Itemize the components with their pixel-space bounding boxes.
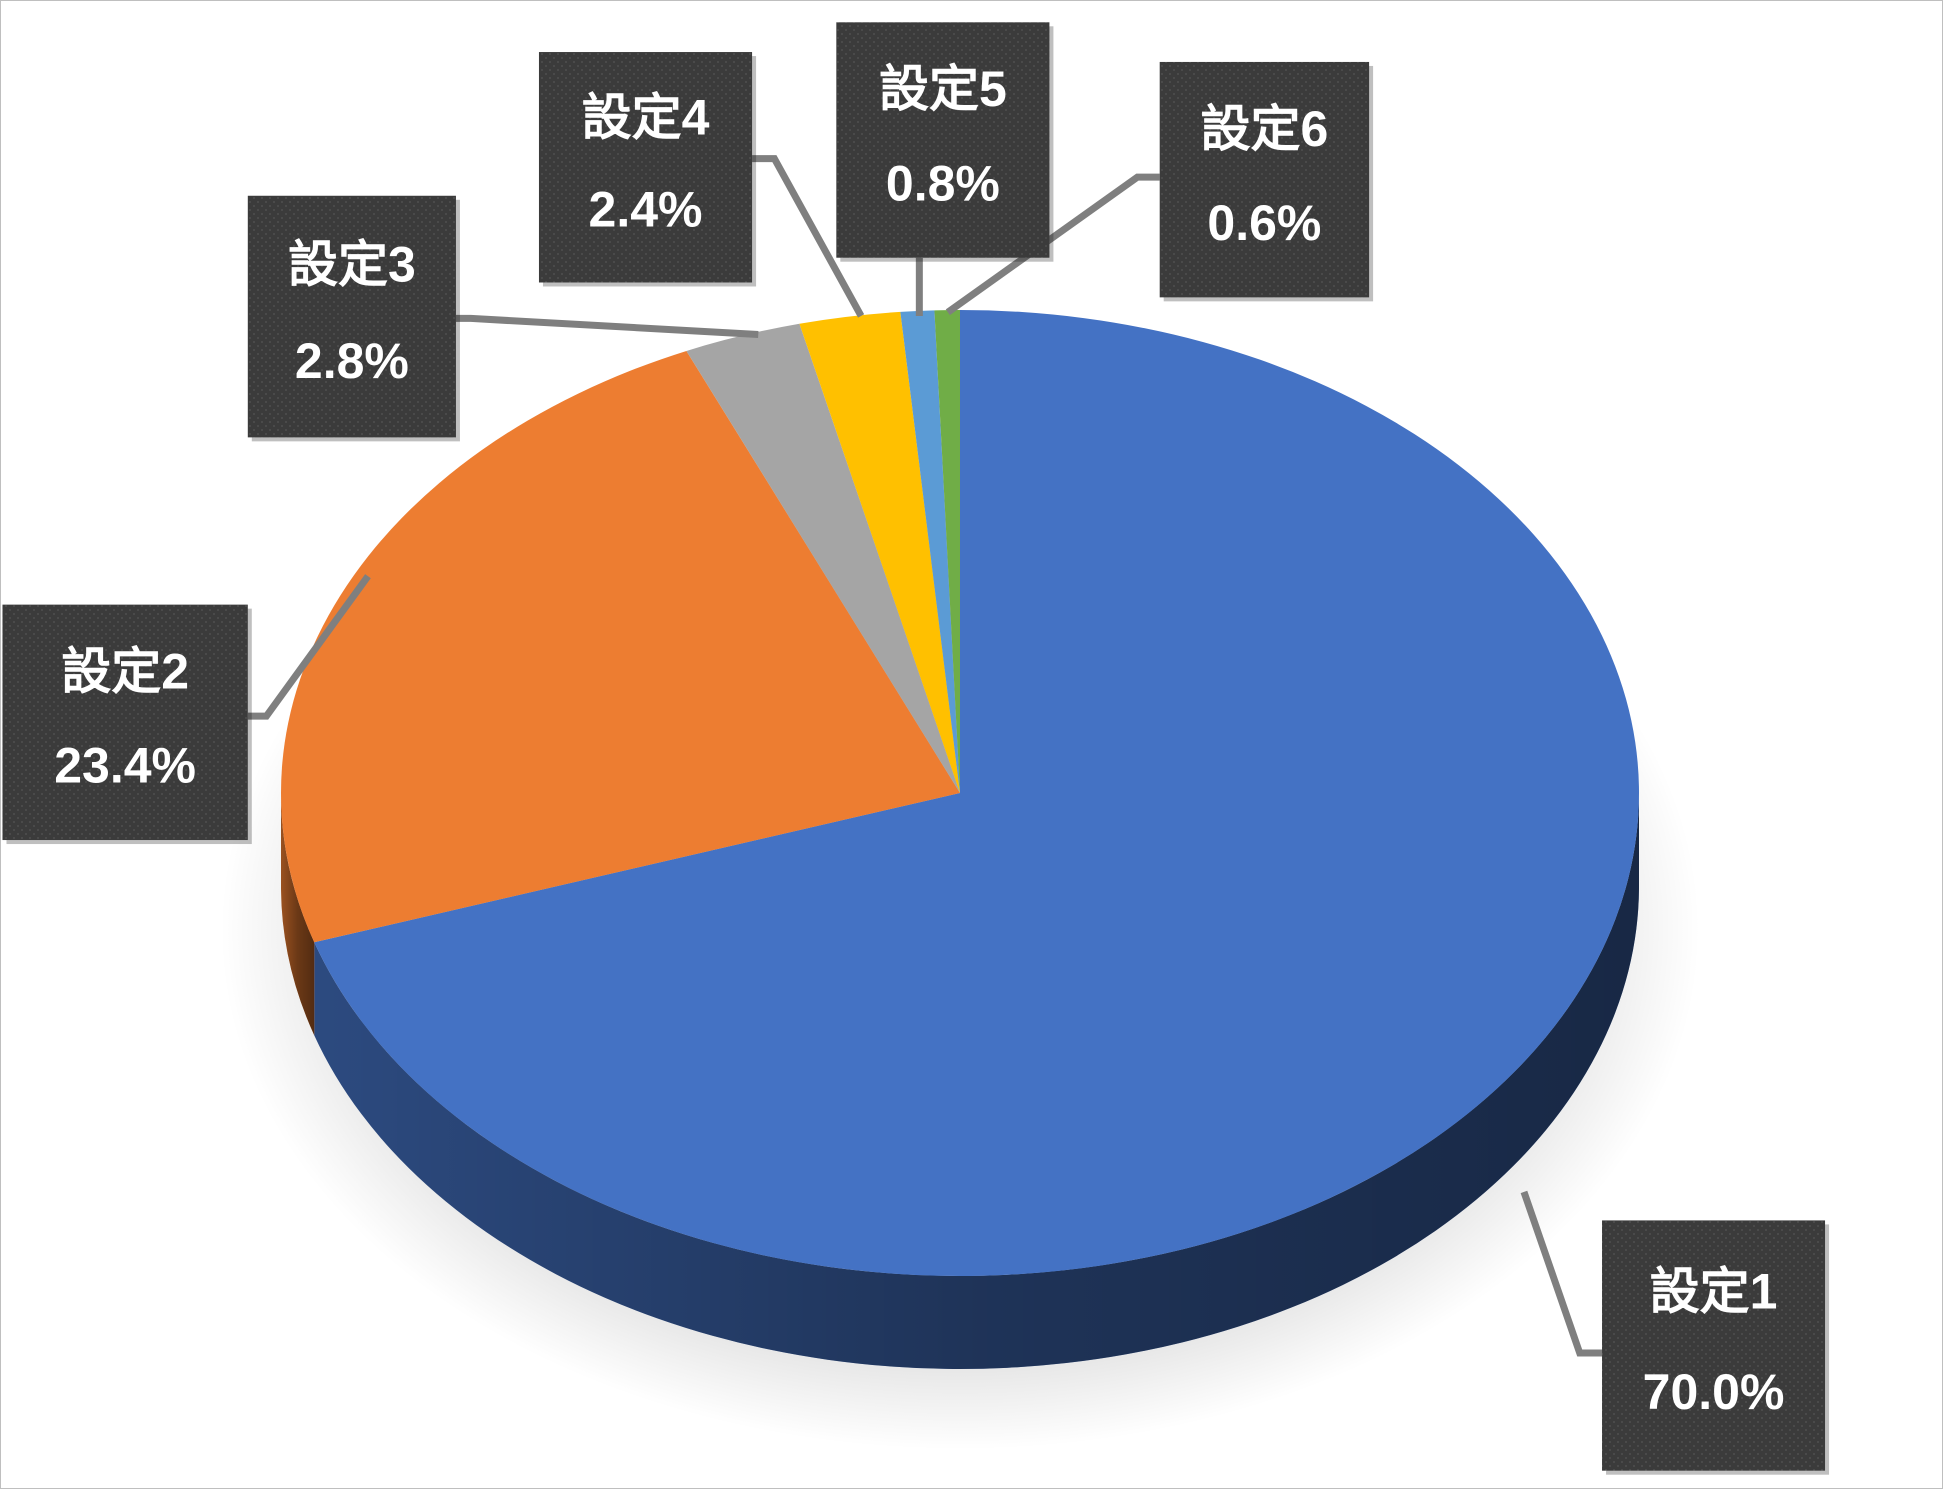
pie-slice <box>900 310 960 793</box>
leader-line <box>1520 1190 1603 1357</box>
category-label: 設定3 <box>288 236 416 292</box>
pie <box>280 310 1639 1369</box>
pie-slice <box>686 323 960 793</box>
pie-side-shade <box>281 793 315 1036</box>
label-box <box>836 22 1050 258</box>
category-label: 設定5 <box>879 61 1007 117</box>
value-label: 2.4% <box>589 182 703 238</box>
value-label: 0.6% <box>1207 195 1321 251</box>
label-box <box>2 604 248 841</box>
value-label: 23.4% <box>54 738 196 794</box>
label-box <box>247 195 456 438</box>
pie-slice <box>280 350 960 943</box>
value-label: 0.8% <box>886 155 1000 211</box>
category-label: 設定4 <box>582 89 710 145</box>
leader-line <box>247 574 371 720</box>
leader-line <box>752 155 865 318</box>
label-box <box>538 52 753 283</box>
pie-slice <box>314 310 1639 1276</box>
value-label: 70.0% <box>1643 1364 1785 1420</box>
leader-line <box>455 314 759 339</box>
leader-line <box>945 173 1160 316</box>
category-label: 設定1 <box>1650 1264 1778 1320</box>
category-label: 設定6 <box>1200 101 1328 157</box>
labels: 設定1 70.0% 設定2 23.4% 設定3 2.8% 設定4 2.4% 設定5 0.8% 設定6… <box>2 22 1830 1475</box>
value-label: 2.8% <box>295 333 409 389</box>
pie-slice <box>799 311 960 793</box>
pie-slice <box>934 310 960 793</box>
label-box <box>1602 1220 1826 1471</box>
category-label: 設定2 <box>61 643 189 699</box>
label-box <box>1159 61 1370 298</box>
pie-side-shade <box>314 793 1639 1369</box>
